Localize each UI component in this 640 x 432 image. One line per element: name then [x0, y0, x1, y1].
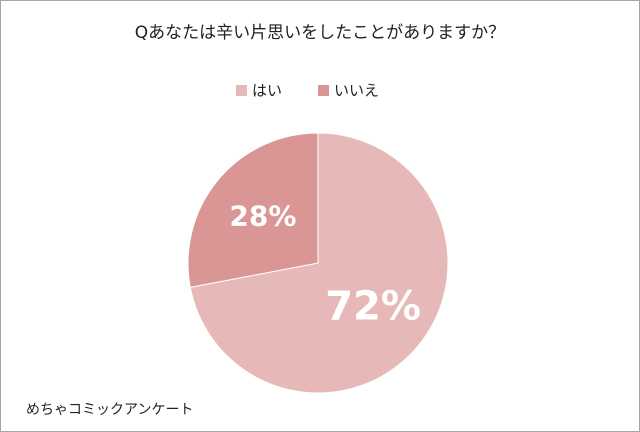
- source-note: めちゃコミックアンケート: [26, 402, 193, 418]
- pie-slice: [187, 132, 319, 288]
- data-label: 28%: [229, 199, 296, 232]
- pie-slice: [189, 132, 449, 394]
- data-label: 72%: [325, 284, 421, 330]
- legend-swatch: [318, 85, 329, 96]
- legend-label: いいえ: [334, 82, 379, 100]
- legend-swatch: [236, 85, 247, 96]
- legend-label: はい: [252, 82, 282, 100]
- chart-title: Qあなたは辛い片思いをしたことがありますか？: [135, 23, 505, 43]
